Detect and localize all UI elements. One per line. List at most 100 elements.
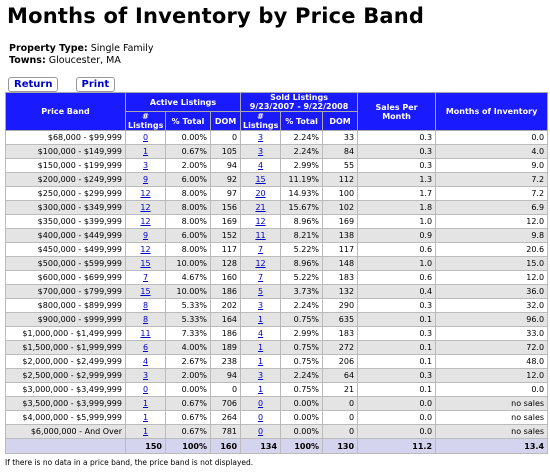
sold-count-link[interactable]: 1 [257, 315, 264, 324]
sold-count-link[interactable]: 3 [257, 147, 264, 156]
active-count-cell: 0 [125, 382, 166, 397]
sold-count-link[interactable]: 1 [257, 357, 264, 366]
sold-period: 9/23/2007 - 9/22/2008 [249, 102, 349, 111]
active-dom-cell: 0 [209, 130, 242, 145]
sold-count-link[interactable]: 0 [257, 399, 264, 408]
active-count-cell: 12 [125, 242, 166, 257]
sold-count-link[interactable]: 1 [257, 343, 264, 352]
active-count-link[interactable]: 9 [142, 175, 149, 184]
sold-count-link[interactable]: 7 [257, 273, 264, 282]
sold-dom-cell: 272 [322, 340, 359, 355]
price-band-cell: $2,000,000 - $2,499,999 [5, 354, 126, 369]
sold-pct-cell: 0.75% [280, 382, 324, 397]
towns: Towns: Gloucester, MA [9, 55, 154, 67]
active-count-link[interactable]: 8 [142, 301, 149, 310]
table-row: $150,000 - $199,999 3 2.00% 94 4 2.99% 55 0.3 9.… [5, 158, 549, 173]
sold-count-link[interactable]: 3 [257, 301, 264, 310]
active-dom-cell: 186 [209, 284, 242, 299]
button-bar: Return Print [8, 72, 127, 92]
print-button[interactable]: Print [75, 77, 116, 92]
months-inventory-cell: 36.0 [435, 284, 549, 299]
months-inventory-cell: 4.0 [435, 144, 549, 159]
sold-dom-cell: 169 [322, 214, 359, 229]
active-dom-cell: 706 [209, 396, 242, 411]
sales-per-month-cell: 0.1 [357, 312, 437, 327]
sold-count-link[interactable]: 5 [257, 287, 264, 296]
active-count-cell: 12 [125, 200, 166, 215]
return-button[interactable]: Return [8, 77, 59, 92]
active-count-link[interactable]: 3 [142, 161, 149, 170]
table-row: $1,500,000 - $1,999,999 6 4.00% 189 1 0.75% 27… [5, 340, 549, 355]
months-inventory-cell: 15.0 [435, 256, 549, 271]
active-count-cell: 11 [125, 326, 166, 341]
active-count-link[interactable]: 15 [140, 287, 151, 296]
active-count-link[interactable]: 12 [140, 217, 151, 226]
active-count-link[interactable]: 12 [140, 203, 151, 212]
active-count-link[interactable]: 1 [142, 399, 149, 408]
towns-value: Gloucester, MA [48, 55, 121, 66]
table-row: $350,000 - $399,999 12 8.00% 169 12 8.96% 169 1… [5, 214, 549, 229]
sold-pct-cell: 8.21% [280, 228, 324, 243]
towns-label: Towns: [9, 55, 46, 66]
sold-count-cell: 0 [240, 410, 282, 425]
sold-count-link[interactable]: 20 [255, 189, 266, 198]
sold-pct-cell: 2.24% [280, 298, 324, 313]
sold-count-link[interactable]: 21 [255, 203, 266, 212]
sold-pct-cell: 2.99% [280, 326, 324, 341]
sold-count-link[interactable]: 1 [257, 385, 264, 394]
active-count-link[interactable]: 1 [142, 413, 149, 422]
active-count-link[interactable]: 11 [140, 329, 151, 338]
active-pct-cell: 0.67% [165, 410, 211, 425]
sold-count-link[interactable]: 12 [255, 259, 266, 268]
sold-count-link[interactable]: 15 [255, 175, 266, 184]
active-count-link[interactable]: 3 [142, 371, 149, 380]
active-count-link[interactable]: 1 [142, 427, 149, 436]
active-count-link[interactable]: 4 [142, 357, 149, 366]
sales-per-month-cell: 0.3 [357, 368, 437, 383]
active-count-link[interactable]: 1 [142, 147, 149, 156]
active-count-link[interactable]: 12 [140, 245, 151, 254]
sold-count-cell: 11 [240, 228, 282, 243]
sold-count-link[interactable]: 4 [257, 329, 264, 338]
active-count-link[interactable]: 0 [142, 133, 149, 142]
active-count-link[interactable]: 15 [140, 259, 151, 268]
months-inventory-cell: no sales [435, 410, 549, 425]
active-count-link[interactable]: 6 [142, 343, 149, 352]
sold-count-link[interactable]: 3 [257, 371, 264, 380]
active-count-link[interactable]: 0 [142, 385, 149, 394]
active-count-link[interactable]: 9 [142, 231, 149, 240]
months-inventory-cell: 48.0 [435, 354, 549, 369]
sold-pct-cell: 8.96% [280, 214, 324, 229]
months-inventory-cell: no sales [435, 424, 549, 439]
sold-count-link[interactable]: 11 [255, 231, 266, 240]
sold-dom-cell: 148 [322, 256, 359, 271]
column-header: DOM [209, 111, 242, 131]
active-count-cell: 1 [125, 144, 166, 159]
column-header: % Total [165, 111, 211, 131]
sold-count-link[interactable]: 4 [257, 161, 264, 170]
table-row: $4,000,000 - $5,999,999 1 0.67% 264 0 0.00% 0 0… [5, 410, 549, 425]
sold-pct-cell: 0.75% [280, 340, 324, 355]
property-type-value: Single Family [90, 43, 154, 54]
sold-count-link[interactable]: 12 [255, 217, 266, 226]
sales-per-month-cell: 0.6 [357, 242, 437, 257]
sales-per-month-cell: 0.0 [357, 410, 437, 425]
sold-count-link[interactable]: 0 [257, 413, 264, 422]
total-row: 150 100% 160 134 100% 130 11.2 13.4 [5, 438, 549, 454]
sold-count-cell: 15 [240, 172, 282, 187]
price-band-cell: $900,000 - $999,999 [5, 312, 126, 327]
active-count-link[interactable]: 12 [140, 189, 151, 198]
sold-dom-cell: 64 [322, 368, 359, 383]
sold-dom-cell: 206 [322, 354, 359, 369]
sold-count-link[interactable]: 7 [257, 245, 264, 254]
active-count-link[interactable]: 7 [142, 273, 149, 282]
months-inventory-header: Months of Inventory [435, 92, 549, 131]
sold-pct-cell: 14.93% [280, 186, 324, 201]
active-count-cell: 7 [125, 270, 166, 285]
sold-count-link[interactable]: 3 [257, 133, 264, 142]
active-pct-cell: 0.67% [165, 144, 211, 159]
price-band-cell: $3,500,000 - $3,999,999 [5, 396, 126, 411]
sold-dom-cell: 290 [322, 298, 359, 313]
active-count-link[interactable]: 8 [142, 315, 149, 324]
sold-count-link[interactable]: 0 [257, 427, 264, 436]
